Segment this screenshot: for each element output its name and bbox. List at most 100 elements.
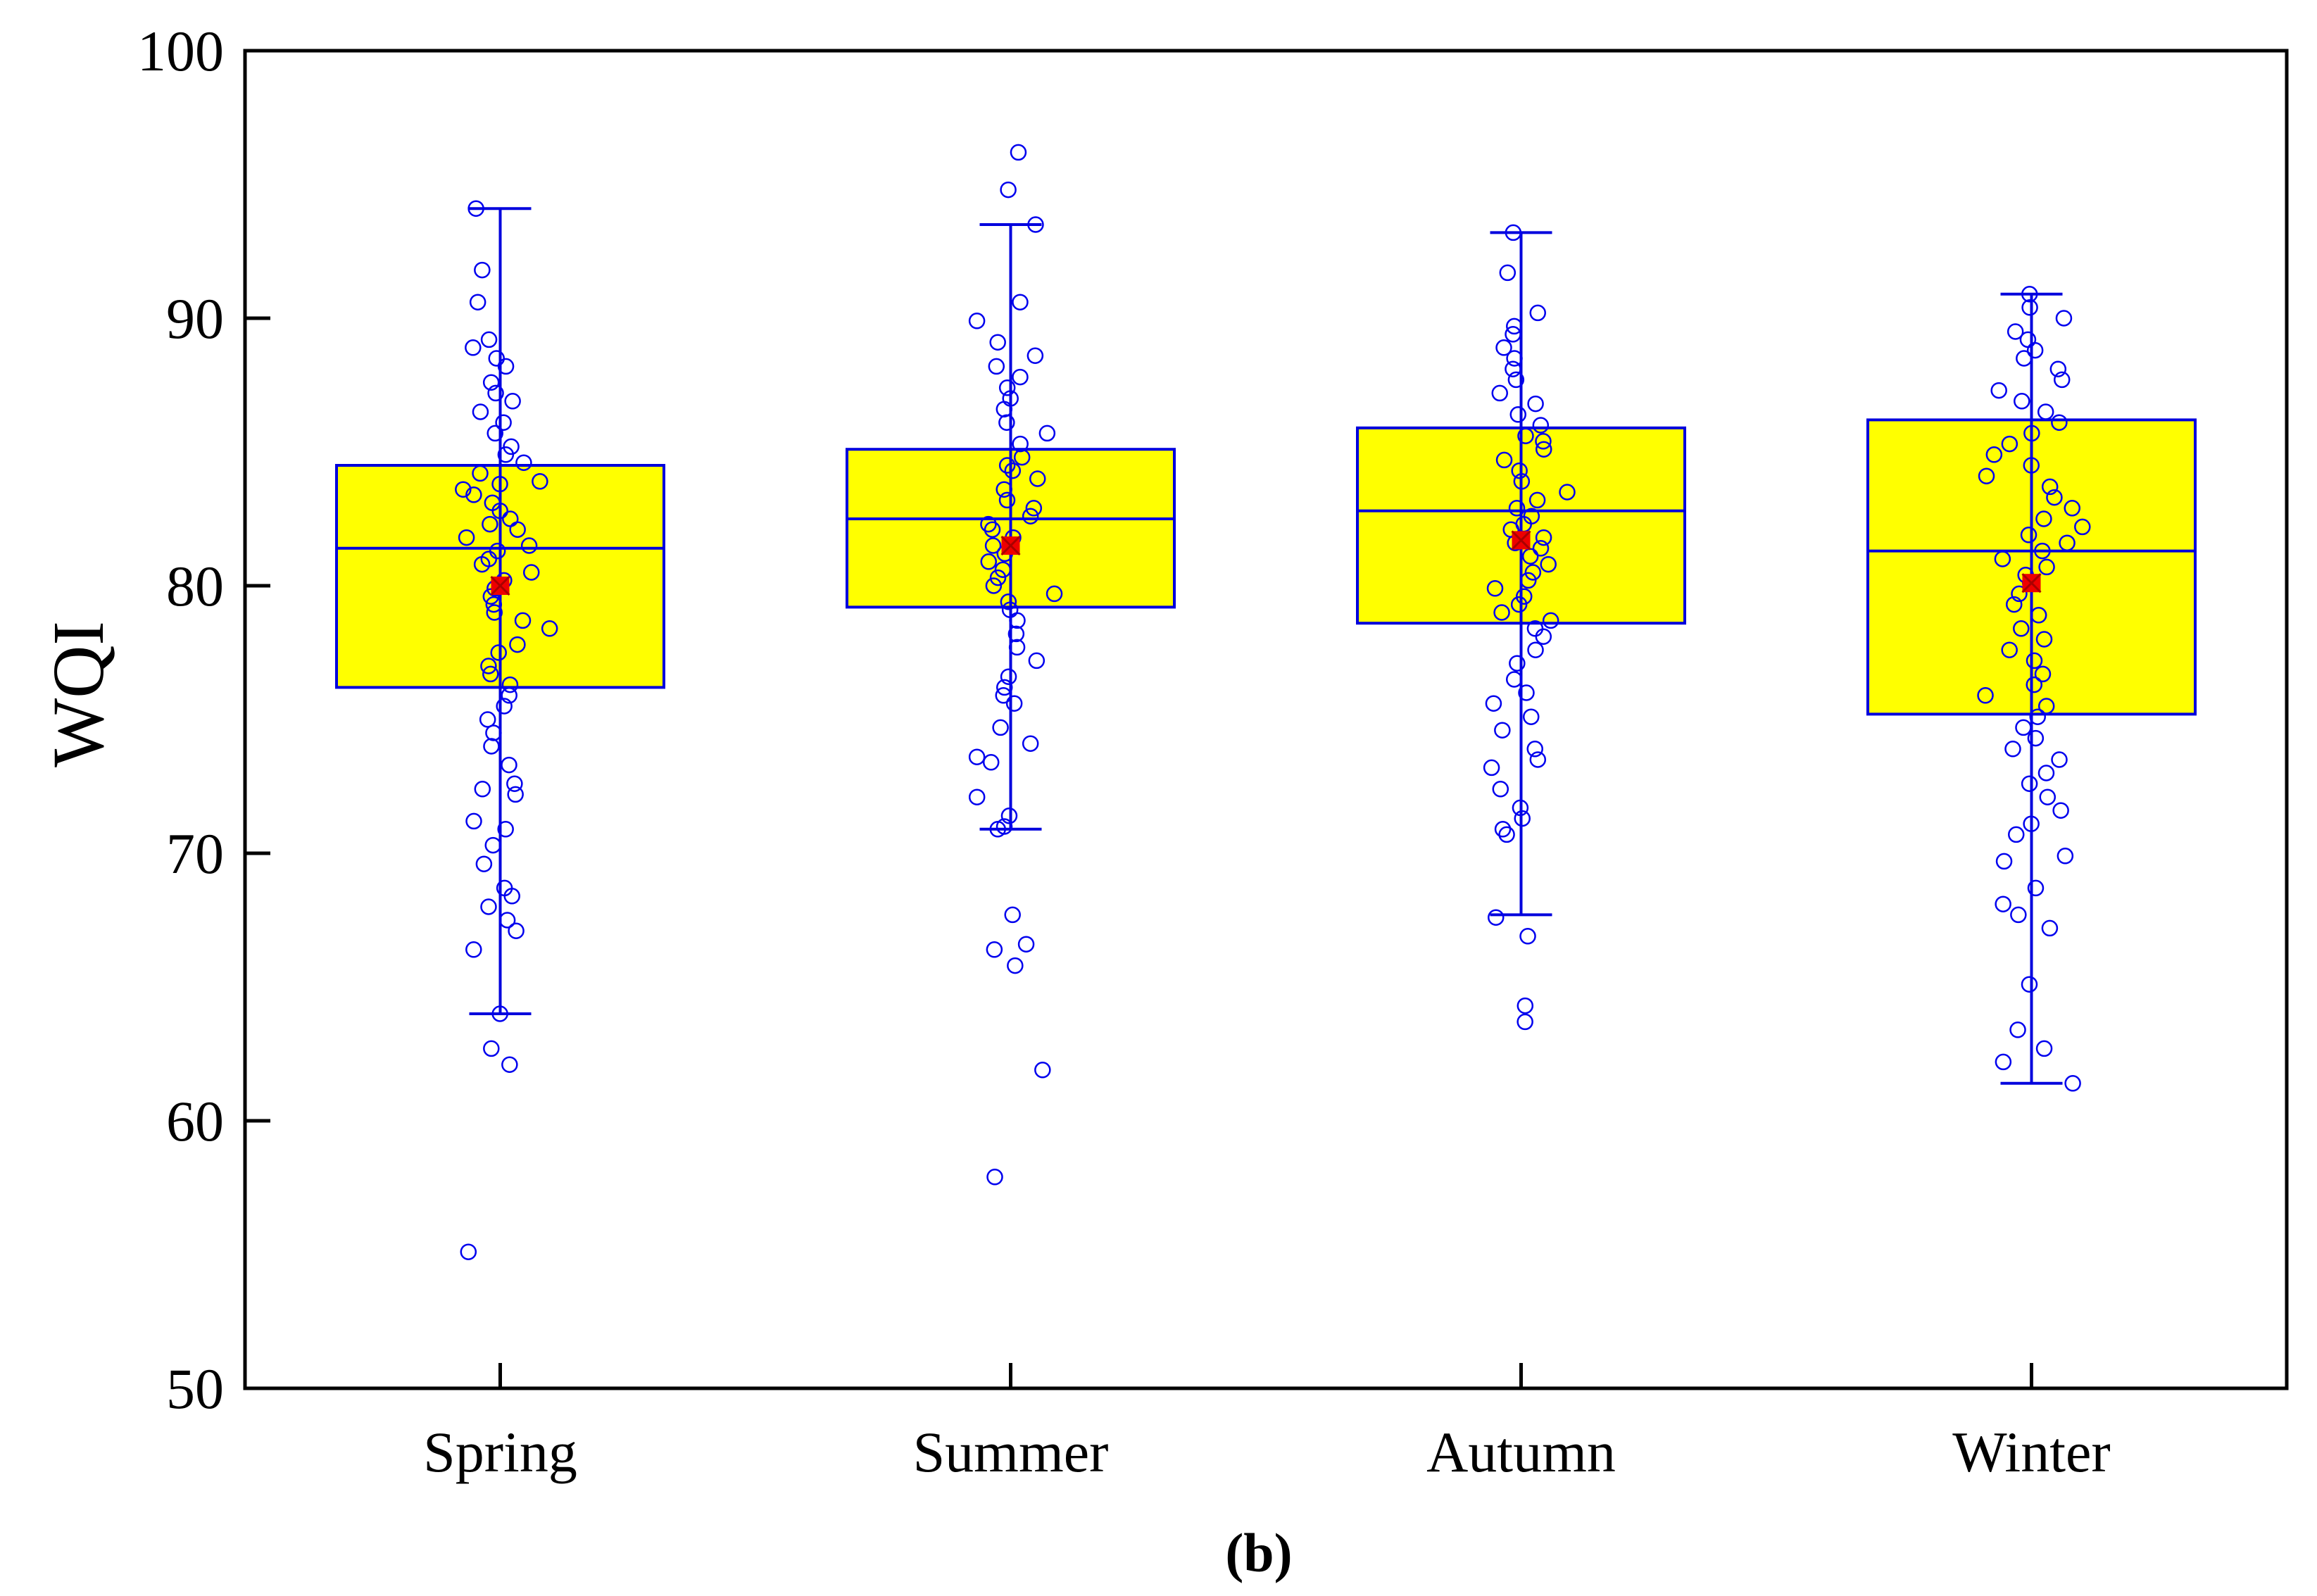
data-point: [1517, 997, 1534, 1014]
data-point: [509, 521, 526, 538]
data-point: [1505, 671, 1523, 688]
data-point: [2013, 620, 2030, 637]
data-point: [1519, 572, 1537, 589]
data-point: [2059, 534, 2076, 551]
data-point: [501, 1056, 518, 1073]
data-point: [487, 384, 504, 402]
data-point: [2037, 698, 2055, 715]
data-point: [995, 687, 1012, 704]
data-point: [2026, 676, 2043, 693]
data-point: [522, 564, 540, 581]
box-group-summer: [846, 144, 1176, 1186]
data-point: [506, 775, 523, 792]
data-point: [465, 812, 482, 830]
data-point: [1029, 470, 1046, 487]
data-point: [1007, 625, 1025, 643]
data-point: [460, 1243, 477, 1260]
data-point: [1000, 808, 1018, 824]
x-tick-label: Autumn: [1426, 1420, 1616, 1484]
data-point: [1483, 759, 1500, 777]
data-point: [2037, 765, 2055, 781]
data-point: [482, 588, 500, 605]
data-point: [2051, 414, 2068, 431]
data-point: [1027, 216, 1044, 233]
data-point: [1499, 264, 1517, 282]
data-point: [1022, 508, 1039, 524]
x-tick-label: Winter: [1952, 1420, 2110, 1484]
data-point: [496, 698, 513, 715]
data-point: [2035, 1040, 2053, 1057]
data-point: [1506, 318, 1523, 335]
data-point: [473, 555, 491, 573]
data-point: [484, 836, 502, 854]
data-point: [1509, 655, 1526, 672]
y-tick-label: 100: [137, 19, 224, 83]
data-point: [2011, 585, 2028, 603]
data-point: [1495, 339, 1512, 356]
data-point: [1495, 451, 1513, 469]
data-point: [1505, 326, 1521, 343]
data-point: [485, 596, 503, 613]
data-point: [1985, 446, 2003, 463]
data-point: [2008, 826, 2025, 843]
data-point: [480, 898, 497, 915]
data-point: [515, 454, 532, 471]
data-point: [497, 821, 514, 838]
data-point: [1492, 781, 1509, 798]
y-tick-label: 70: [166, 822, 224, 886]
y-axis-title: WQI: [38, 621, 119, 767]
data-point: [482, 515, 498, 533]
data-point: [2021, 976, 2038, 993]
data-point: [1519, 928, 1536, 945]
data-point: [989, 334, 1006, 351]
data-point: [2030, 607, 2047, 624]
data-point: [1977, 687, 1994, 704]
data-point: [1535, 529, 1552, 546]
data-point: [504, 393, 521, 410]
mean-marker-cross-b: [490, 575, 510, 596]
data-point: [491, 1005, 508, 1022]
data-point: [1046, 585, 1063, 603]
data-point: [507, 786, 524, 803]
box-group-spring: [335, 200, 665, 1260]
data-point: [1526, 741, 1543, 758]
data-point: [988, 358, 1005, 375]
plot-frame: [243, 49, 2289, 1390]
data-point: [1524, 564, 1542, 581]
data-point: [2016, 350, 2033, 367]
data-point: [986, 941, 1003, 958]
data-point: [2007, 323, 2024, 340]
x-tick-label: Summer: [913, 1420, 1109, 1484]
data-point: [2005, 596, 2023, 613]
data-point: [501, 687, 517, 704]
data-point: [532, 473, 548, 490]
data-point: [2023, 815, 2040, 832]
data-point: [455, 481, 472, 498]
data-point: [2064, 500, 2080, 517]
data-point: [1995, 896, 2011, 912]
data-point: [1529, 751, 1547, 768]
data-point: [2015, 719, 2032, 736]
data-point: [1004, 462, 1022, 479]
data-point: [469, 294, 486, 310]
data-point: [998, 379, 1016, 396]
data-point: [1010, 144, 1027, 161]
data-point: [1493, 604, 1510, 621]
data-point: [480, 658, 497, 674]
data-point: [1527, 641, 1544, 658]
data-point: [2023, 425, 2040, 442]
mean-marker-cross-b: [2021, 573, 2042, 593]
data-point: [2052, 802, 2069, 819]
data-point: [1488, 909, 1505, 926]
data-point: [1532, 417, 1550, 434]
data-point: [509, 636, 526, 653]
data-point: [483, 738, 500, 755]
data-point: [472, 403, 489, 420]
data-point: [1990, 382, 2007, 399]
data-point: [1000, 668, 1017, 685]
data-point: [1995, 853, 2013, 870]
data-point: [1510, 596, 1528, 613]
x-tick-label: Spring: [423, 1420, 577, 1484]
data-point: [1012, 294, 1029, 310]
